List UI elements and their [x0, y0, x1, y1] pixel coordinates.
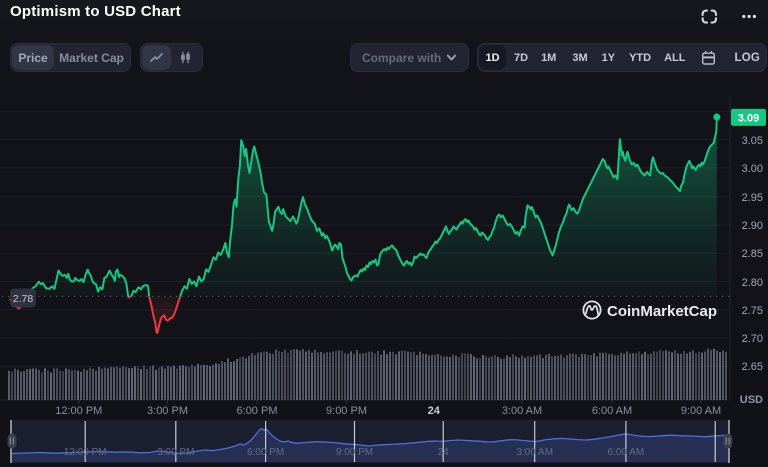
- svg-text:6:00 PM: 6:00 PM: [247, 447, 284, 458]
- svg-text:CoinMarketCap: CoinMarketCap: [607, 303, 717, 320]
- svg-text:6:00 AM: 6:00 AM: [608, 447, 645, 458]
- svg-text:2.80: 2.80: [742, 277, 763, 289]
- svg-text:2.78: 2.78: [13, 293, 34, 305]
- svg-text:2.90: 2.90: [742, 220, 763, 232]
- svg-text:12:00 PM: 12:00 PM: [64, 447, 107, 458]
- svg-text:9:00 AM: 9:00 AM: [681, 405, 721, 417]
- svg-text:3:00 AM: 3:00 AM: [516, 447, 553, 458]
- svg-text:6:00 PM: 6:00 PM: [237, 405, 278, 417]
- svg-text:3.00: 3.00: [742, 163, 763, 175]
- svg-text:3:00 AM: 3:00 AM: [502, 405, 542, 417]
- svg-text:2.95: 2.95: [742, 192, 763, 204]
- svg-text:2.85: 2.85: [742, 248, 763, 260]
- svg-text:3.09: 3.09: [738, 112, 759, 124]
- svg-text:3:00 PM: 3:00 PM: [157, 447, 194, 458]
- svg-text:12:00 PM: 12:00 PM: [55, 405, 102, 417]
- svg-text:USD: USD: [740, 394, 763, 406]
- svg-text:6:00 AM: 6:00 AM: [592, 405, 632, 417]
- svg-text:3.05: 3.05: [742, 135, 763, 147]
- svg-text:24: 24: [428, 405, 441, 417]
- svg-text:24: 24: [438, 447, 450, 458]
- svg-text:2.75: 2.75: [742, 305, 763, 317]
- svg-text:9:00 PM: 9:00 PM: [326, 405, 367, 417]
- svg-text:9:00 PM: 9:00 PM: [336, 447, 373, 458]
- svg-text:3:00 PM: 3:00 PM: [147, 405, 188, 417]
- svg-text:2.65: 2.65: [742, 361, 763, 373]
- svg-text:2.70: 2.70: [742, 333, 763, 345]
